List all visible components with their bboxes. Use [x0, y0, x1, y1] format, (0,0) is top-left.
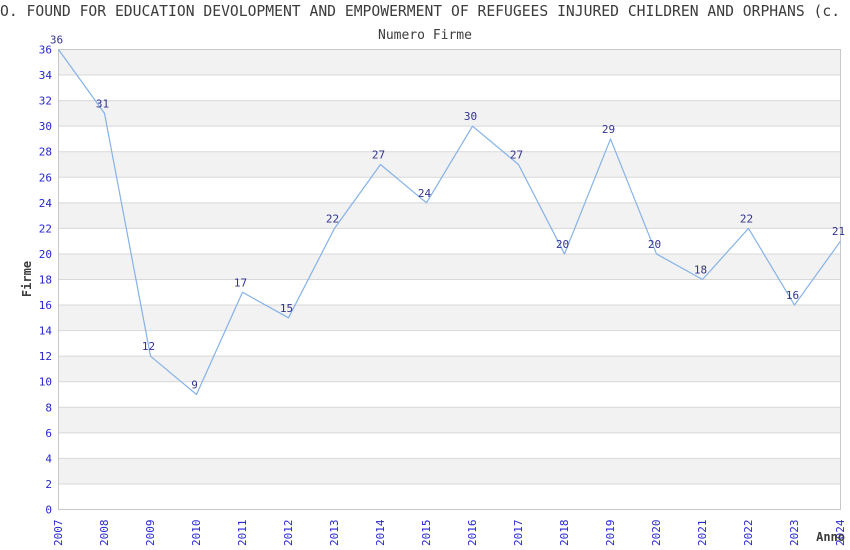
grid-band	[58, 407, 841, 433]
y-axis-title: Firme	[20, 261, 34, 297]
data-label: 27	[510, 149, 523, 162]
x-tick-label: 2024	[834, 519, 847, 546]
x-tick-label: 2022	[742, 520, 755, 547]
y-tick-label: 30	[39, 120, 52, 133]
data-label: 22	[326, 212, 339, 225]
x-tick-label: 2019	[604, 520, 617, 547]
y-tick-label: 24	[39, 197, 53, 210]
y-tick-label: 16	[39, 299, 52, 312]
x-tick-label: 2014	[374, 519, 387, 546]
data-label: 27	[372, 149, 385, 162]
x-tick-label: 2023	[788, 520, 801, 547]
x-tick-label: 2018	[558, 520, 571, 547]
grid-band	[58, 100, 841, 127]
y-tick-label: 4	[45, 452, 52, 465]
y-tick-label: 36	[39, 44, 52, 57]
data-label: 18	[694, 264, 707, 277]
x-tick-label: 2012	[282, 520, 295, 547]
y-tick-label: 12	[39, 350, 52, 363]
data-label: 20	[648, 238, 661, 251]
data-label: 17	[234, 276, 247, 289]
y-tick-label: 26	[39, 171, 52, 184]
y-tick-label: 6	[45, 427, 52, 440]
plot-border	[58, 49, 841, 510]
grid-band	[58, 458, 841, 484]
data-label: 20	[556, 238, 569, 251]
x-tick-label: 2021	[696, 520, 709, 547]
y-tick-label: 34	[39, 69, 53, 82]
data-label: 15	[280, 302, 293, 315]
data-label: 22	[740, 212, 753, 225]
y-tick-label: 10	[39, 376, 52, 389]
y-tick-label: 28	[39, 146, 52, 159]
x-tick-label: 2011	[236, 520, 249, 547]
x-tick-label: 2017	[512, 520, 525, 547]
chart-subtitle: Numero Firme	[378, 28, 472, 43]
grid-band	[58, 253, 841, 280]
x-tick-label: 2015	[420, 520, 433, 547]
y-tick-label: 20	[39, 248, 52, 261]
x-tick-label: 2020	[650, 520, 663, 547]
series-line	[58, 49, 841, 396]
y-tick-label: 32	[39, 95, 52, 108]
data-label: 36	[50, 34, 63, 47]
x-tick-label: 2009	[144, 520, 157, 547]
data-label: 29	[602, 123, 615, 136]
grid-band	[58, 356, 841, 382]
y-tick-label: 14	[39, 325, 53, 338]
x-tick-label: 2010	[190, 520, 203, 547]
data-label: 24	[418, 187, 432, 200]
grid-band	[58, 202, 841, 229]
y-tick-label: 0	[45, 504, 52, 517]
chart-title: O. FOUND FOR EDUCATION DEVOLOPMENT AND E…	[0, 3, 841, 20]
data-label: 30	[464, 110, 477, 123]
y-tick-label: 8	[45, 401, 52, 414]
x-tick-label: 2007	[52, 520, 65, 547]
grid-band	[58, 49, 841, 76]
data-label: 21	[832, 225, 845, 238]
x-axis-title: Anno	[816, 530, 845, 544]
data-label: 9	[191, 379, 198, 392]
y-tick-label: 2	[45, 478, 52, 491]
y-tick-label: 22	[39, 222, 52, 235]
x-tick-label: 2016	[466, 520, 479, 547]
x-tick-label: 2013	[328, 520, 341, 547]
grid-band	[58, 305, 841, 331]
y-tick-label: 18	[39, 274, 52, 287]
data-label: 12	[142, 340, 155, 353]
data-label: 31	[96, 97, 109, 110]
x-tick-label: 2008	[98, 520, 111, 547]
data-label: 16	[786, 289, 799, 302]
